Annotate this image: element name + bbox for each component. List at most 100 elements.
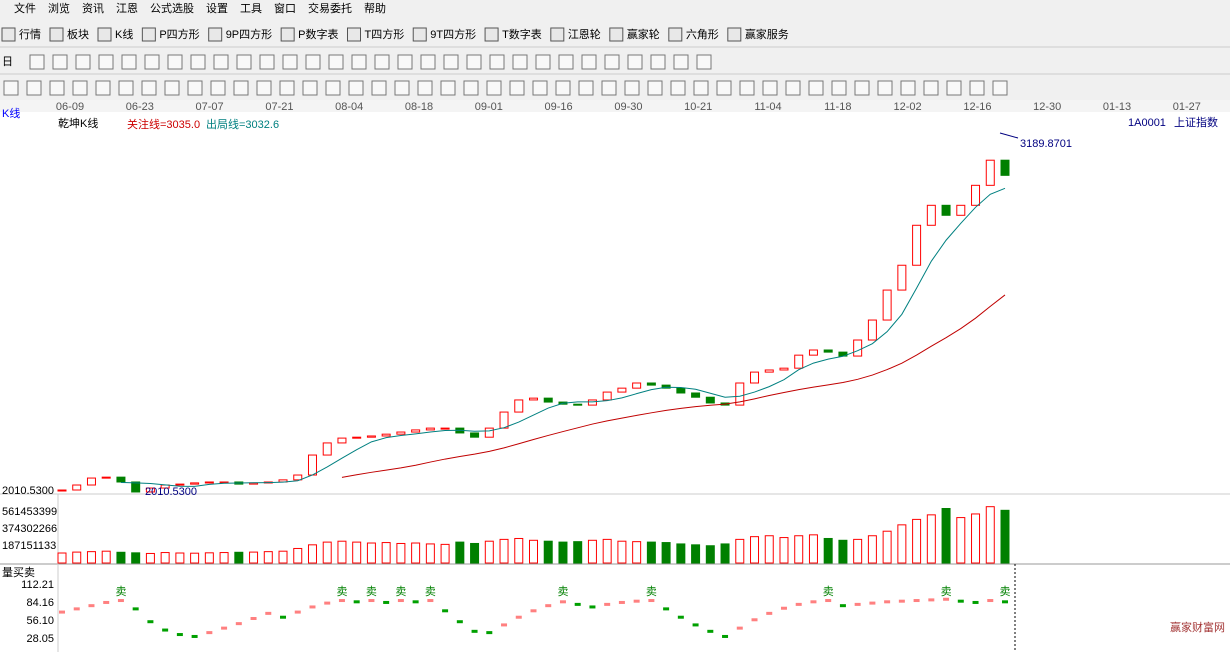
tool-icon[interactable] [739,80,755,96]
tool-icon[interactable] [347,27,361,42]
tool-icon[interactable] [923,80,939,96]
tool-icon[interactable] [831,80,847,96]
tool-icon[interactable] [210,80,226,96]
tool-label[interactable]: 江恩轮 [568,27,601,41]
tool-icon[interactable] [256,80,272,96]
tool-label[interactable]: T四方形 [365,27,405,41]
tool-icon[interactable] [118,80,134,96]
tool-icon[interactable] [670,80,686,96]
tool-icon[interactable] [371,80,387,96]
tool-icon[interactable] [420,54,436,70]
tool-icon[interactable] [29,54,45,70]
tool-icon[interactable] [627,54,643,70]
tool-icon[interactable] [236,54,252,70]
tool-icon[interactable] [98,54,114,70]
tool-icon[interactable] [673,54,689,70]
period[interactable]: 日 [2,56,13,68]
tool-icon[interactable] [97,27,112,42]
menu-item[interactable]: 帮助 [364,1,386,15]
tool-icon[interactable] [727,27,742,42]
tool-icon[interactable] [95,80,111,96]
tool-icon[interactable] [604,54,620,70]
tool-icon[interactable] [785,80,801,96]
tool-icon[interactable] [325,80,341,96]
tool-icon[interactable] [417,80,433,96]
tool-label[interactable]: 行情 [19,28,41,41]
menu-item[interactable]: 资讯 [82,2,104,15]
tool-icon[interactable] [762,80,778,96]
tool-icon[interactable] [280,27,295,42]
tool-icon[interactable] [609,27,624,42]
tool-label[interactable]: K线 [115,27,133,41]
tool-icon[interactable] [187,80,203,96]
tool-icon[interactable] [121,54,137,70]
tool-icon[interactable] [808,80,824,96]
tool-icon[interactable] [696,54,712,70]
tool-icon[interactable] [992,80,1008,96]
tool-icon[interactable] [443,54,459,70]
tool-icon[interactable] [581,54,597,70]
tool-label[interactable]: 六角形 [686,28,719,41]
tool-icon[interactable] [167,54,183,70]
tool-label[interactable]: 赢家轮 [627,27,660,41]
tool-icon[interactable] [854,80,870,96]
tool-label[interactable]: 9P四方形 [226,27,272,41]
tool-icon[interactable] [578,80,594,96]
tool-icon[interactable] [969,80,985,96]
menu-item[interactable]: 浏览 [48,1,70,15]
menu-item[interactable]: 工具 [240,2,262,15]
tool-icon[interactable] [164,80,180,96]
tool-icon[interactable] [601,80,617,96]
tool-icon[interactable] [26,80,42,96]
tool-label[interactable]: T数字表 [502,27,542,41]
tool-icon[interactable] [72,80,88,96]
tool-icon[interactable] [348,80,364,96]
tool-icon[interactable] [259,54,275,70]
tool-icon[interactable] [49,80,65,96]
tool-icon[interactable] [484,27,499,42]
tool-label[interactable]: P四方形 [159,27,199,41]
tool-icon[interactable] [647,80,663,96]
menu-item[interactable]: 文件 [14,1,36,15]
menu-item[interactable]: 江恩 [116,2,138,15]
tool-icon[interactable] [397,54,413,70]
tool-icon[interactable] [558,54,574,70]
tool-label[interactable]: P数字表 [298,27,338,41]
tool-icon[interactable] [535,54,551,70]
menu-item[interactable]: 窗口 [274,1,296,15]
tool-icon[interactable] [374,54,390,70]
tool-icon[interactable] [550,27,565,42]
tool-icon[interactable] [877,80,893,96]
tool-icon[interactable] [900,80,916,96]
tool-label[interactable]: 板块 [67,27,89,41]
tool-icon[interactable] [282,54,298,70]
tool-icon[interactable] [946,80,962,96]
tool-icon[interactable] [141,80,157,96]
tool-icon[interactable] [668,27,683,42]
tool-icon[interactable] [305,54,321,70]
tool-icon[interactable] [440,80,456,96]
menu-item[interactable]: 设置 [206,2,228,15]
tool-label[interactable]: 9T四方形 [430,27,476,41]
tool-icon[interactable] [328,54,344,70]
tool-icon[interactable] [208,27,223,42]
tool-icon[interactable] [693,80,709,96]
tool-icon[interactable] [3,80,19,96]
tool-icon[interactable] [75,54,91,70]
tool-icon[interactable] [509,80,525,96]
tool-icon[interactable] [52,54,68,70]
tool-icon[interactable] [716,80,732,96]
tool-icon[interactable] [512,54,528,70]
tool-icon[interactable] [532,80,548,96]
tool-icon[interactable] [624,80,640,96]
tool-icon[interactable] [141,27,156,42]
tool-icon[interactable] [555,80,571,96]
tool-icon[interactable] [489,54,505,70]
tool-icon[interactable] [394,80,410,96]
tool-icon[interactable] [49,27,64,42]
tool-label[interactable]: 赢家服务 [745,27,789,41]
tool-icon[interactable] [233,80,249,96]
tool-icon[interactable] [190,54,206,70]
tool-icon[interactable] [463,80,479,96]
menu-item[interactable]: 交易委托 [308,1,352,15]
